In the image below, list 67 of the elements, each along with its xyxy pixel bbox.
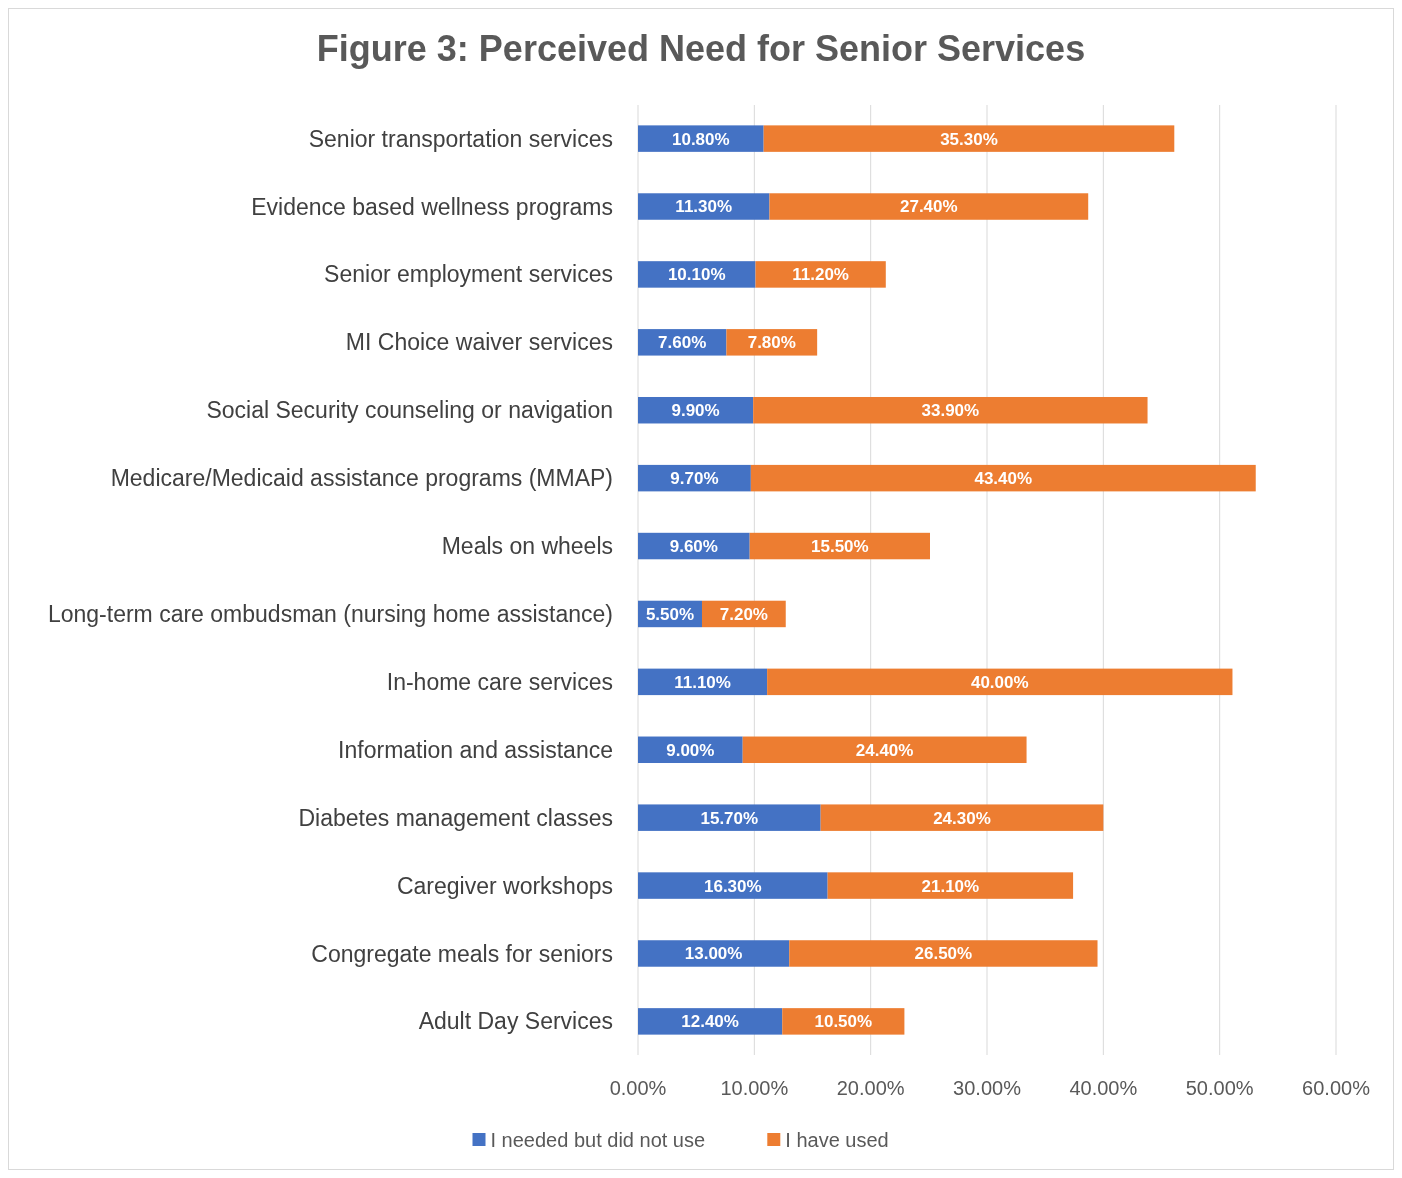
data-label: 13.00% (684, 944, 743, 964)
data-label: 27.40% (900, 197, 958, 217)
data-label: 10.80% (671, 129, 730, 149)
data-label: 21.10% (921, 876, 980, 896)
data-label: 9.00% (666, 740, 715, 760)
data-label: 10.10% (667, 265, 726, 285)
legend-label: I have used (785, 1129, 889, 1151)
chart-title: Figure 3: Perceived Need for Senior Services (316, 27, 1086, 69)
x-tick-label: 30.00% (953, 1077, 1022, 1099)
bar (638, 1008, 783, 1035)
y-tick-label: Long-term care ombudsman (nursing home assistance) (47, 601, 613, 627)
bar (638, 872, 828, 899)
data-label: 43.40% (974, 469, 1033, 489)
data-label: 9.60% (669, 537, 718, 556)
y-tick-label: Diabetes management classes (298, 804, 613, 831)
data-label: 26.50% (914, 944, 973, 964)
x-tick-label: 10.00% (720, 1077, 789, 1099)
data-label: 24.40% (855, 740, 914, 760)
x-tick-label: 40.00% (1069, 1077, 1138, 1099)
data-label: 15.50% (811, 537, 869, 556)
bar (755, 261, 886, 288)
data-label: 10.50% (814, 1012, 873, 1032)
x-tick-label: 50.00% (1185, 1077, 1254, 1099)
data-label: 12.40% (681, 1012, 739, 1032)
bar (750, 464, 1256, 492)
data-label: 9.70% (670, 469, 719, 489)
data-label: 16.30% (703, 876, 762, 896)
data-label: 5.50% (645, 604, 695, 624)
data-label: 9.90% (671, 401, 720, 421)
data-label: 35.30% (940, 129, 998, 149)
y-tick-label: Congregate meals for seniors (311, 940, 613, 967)
data-label: 33.90% (921, 401, 980, 421)
data-label: 11.20% (792, 265, 850, 285)
x-tick-label: 20.00% (836, 1077, 905, 1099)
bar (638, 193, 770, 220)
y-tick-label: Medicare/Medicaid assistance programs (MMAP) (110, 465, 613, 492)
y-tick-label: Senior employment services (324, 261, 613, 288)
bar (820, 804, 1104, 831)
data-label: 7.20% (719, 604, 768, 624)
bar (763, 125, 1175, 152)
legend-label: I needed but did not use (490, 1129, 706, 1151)
bar (827, 872, 1074, 899)
bar (767, 668, 1233, 696)
y-tick-label: Information and assistance (338, 736, 613, 763)
y-tick-label: Senior transportation services (308, 125, 613, 152)
y-tick-label: Meals on wheels (441, 533, 613, 560)
bar (789, 940, 1098, 967)
y-tick-label: Evidence based wellness programs (251, 193, 613, 220)
bar (742, 736, 1027, 764)
bar (753, 396, 1148, 424)
y-tick-label: In-home care services (386, 668, 613, 695)
bar (769, 193, 1089, 220)
data-label: 24.30% (933, 808, 991, 828)
bar (638, 804, 821, 831)
data-label: 11.10% (674, 672, 731, 692)
y-tick-label: Social Security counseling or navigation (206, 397, 613, 424)
x-tick-label: 0.00% (609, 1077, 667, 1099)
y-tick-label: Caregiver workshops (396, 872, 613, 899)
data-label: 7.60% (658, 333, 707, 353)
data-label: 40.00% (970, 672, 1029, 692)
x-tick-label: 60.00% (1302, 1077, 1371, 1099)
data-label: 11.30% (675, 197, 733, 217)
y-tick-label: Adult Day Services (418, 1008, 613, 1035)
bar (638, 940, 790, 967)
data-label: 7.80% (747, 333, 796, 353)
y-tick-label: MI Choice waiver services (345, 329, 613, 356)
data-label: 15.70% (700, 808, 759, 828)
